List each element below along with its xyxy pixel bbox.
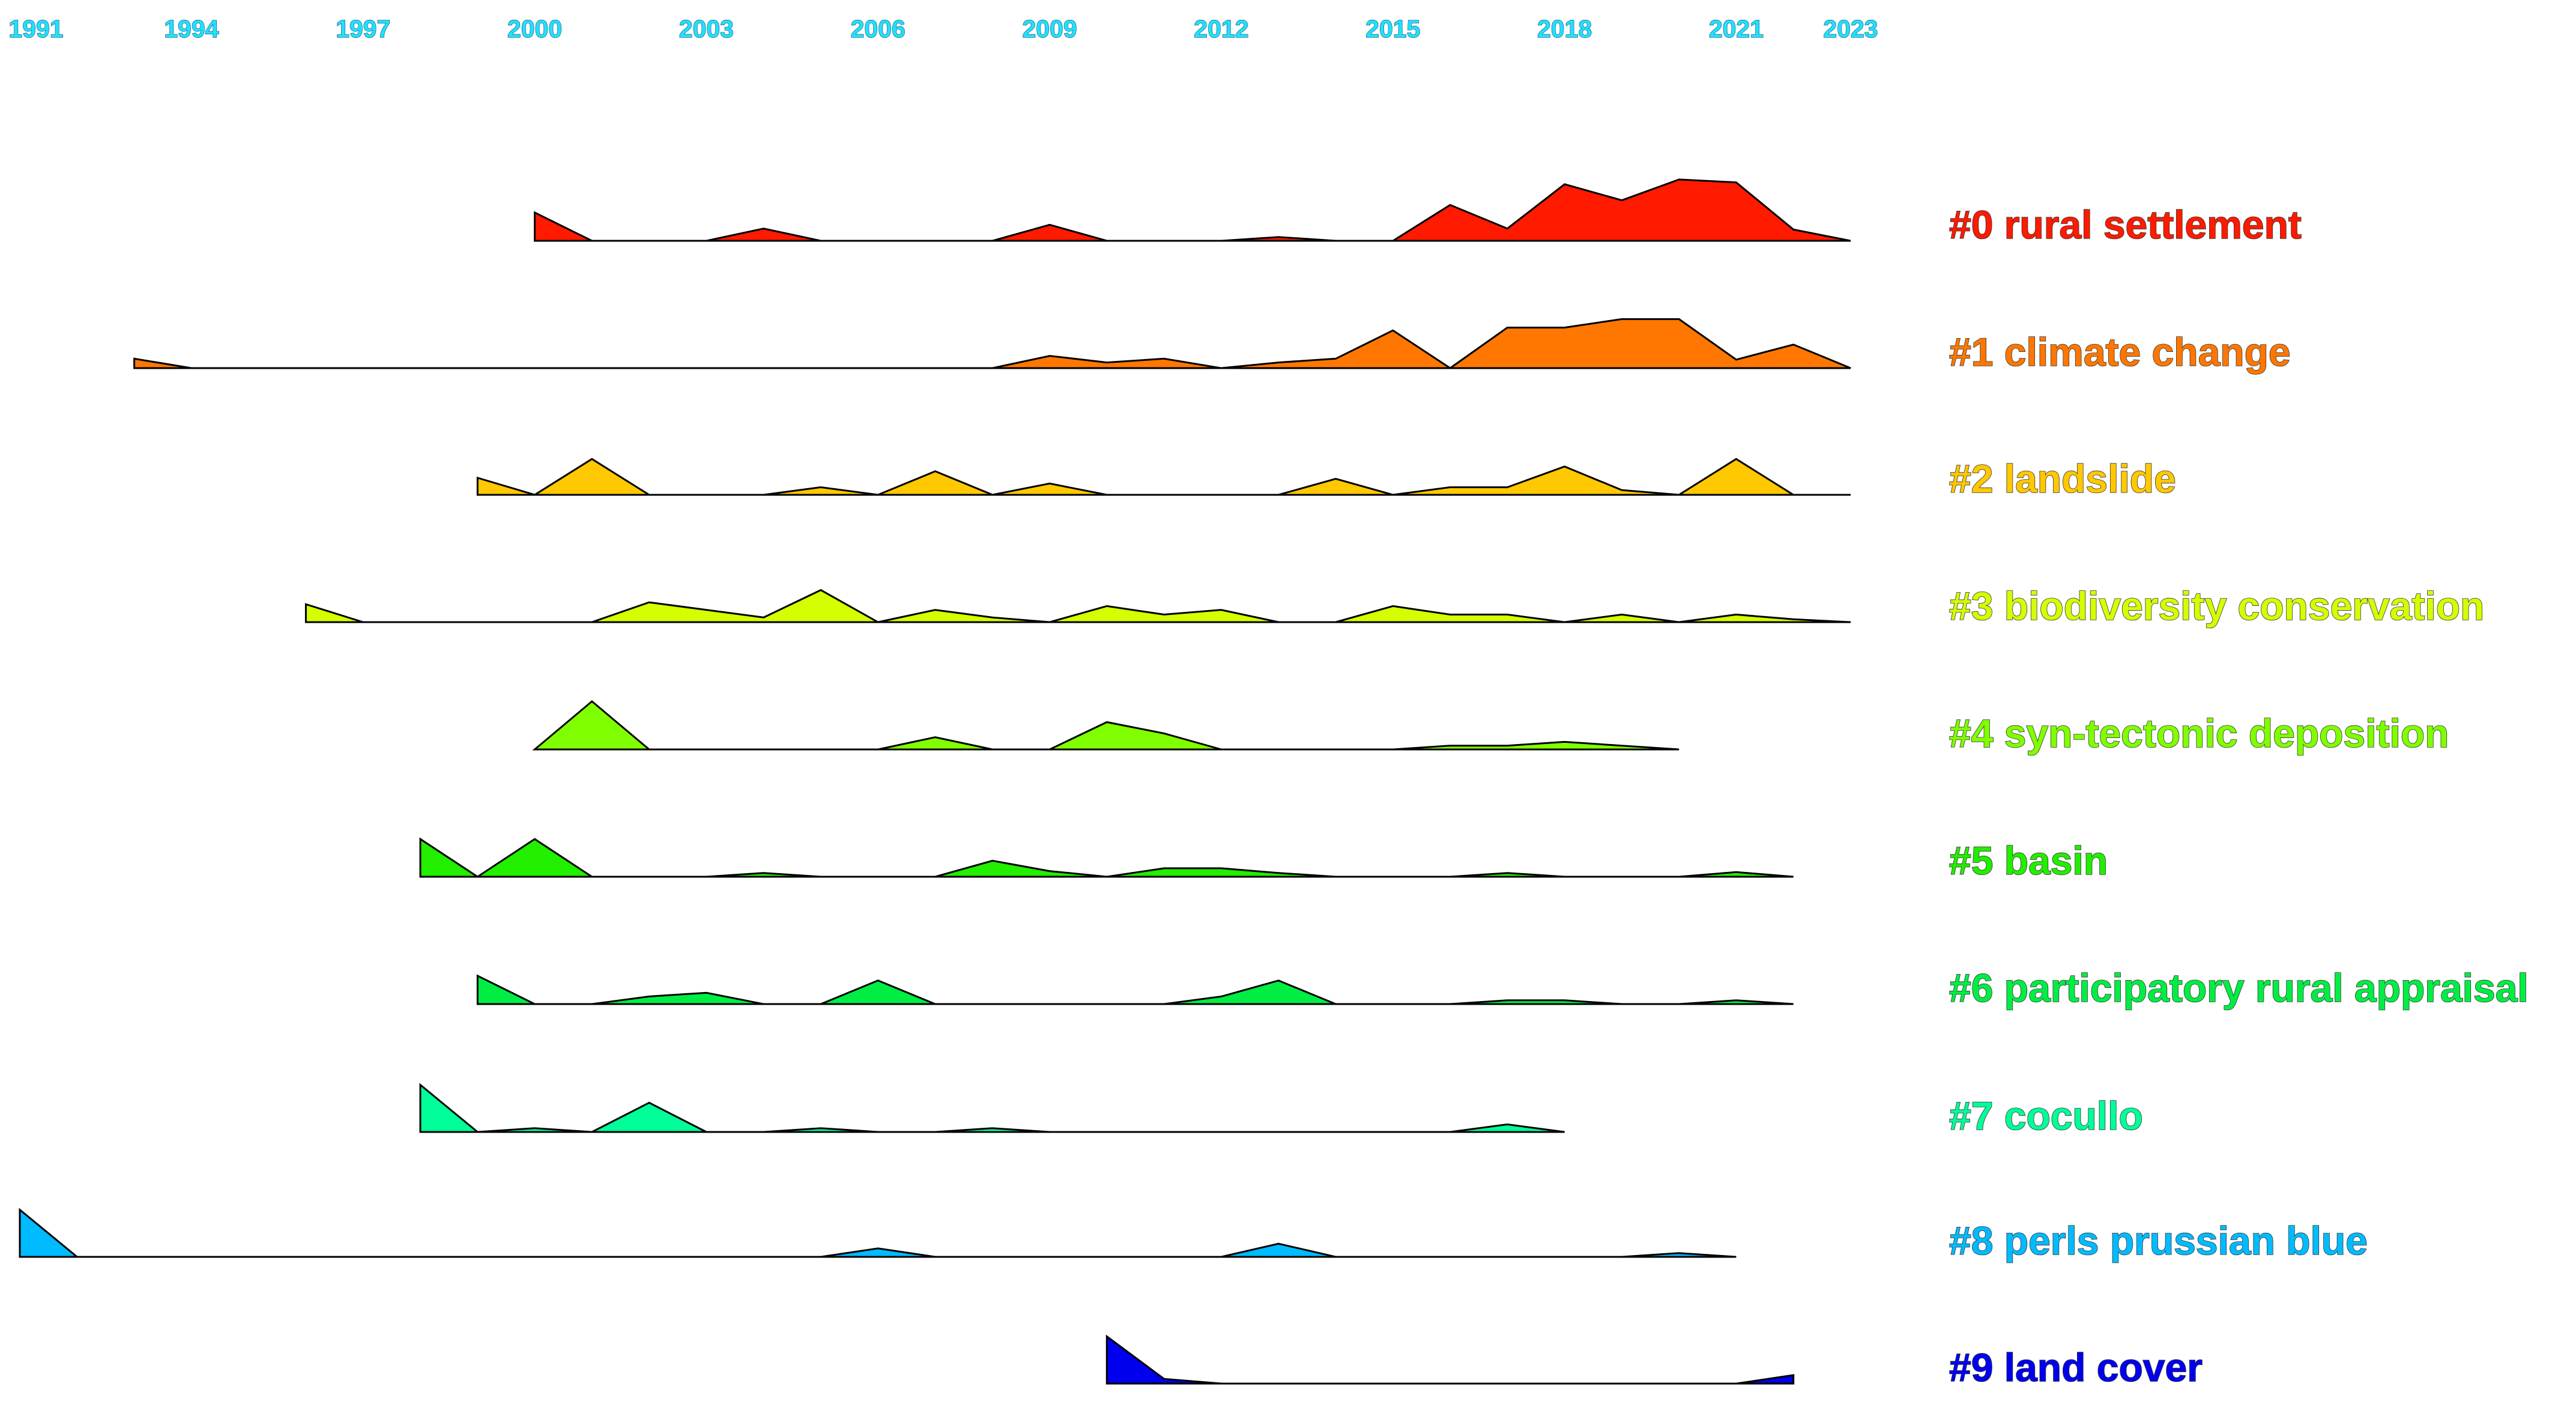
cluster-labels: #0 rural settlement #1 climate change #2 l… [1949, 202, 2529, 1390]
cluster-label-6-participatory-rural-appraisal: #6 participatory rural appraisal [1949, 966, 2529, 1010]
cluster-label-1-climate-change: #1 climate change [1949, 330, 2291, 374]
cluster-label-2-landslide: #2 landslide [1949, 456, 2176, 501]
series-area-4-syn-tectonic-deposition [532, 700, 1680, 751]
x-tick-label-1991: 1991 [8, 15, 63, 43]
series-area-1-climate-change [133, 318, 1851, 369]
x-tick-label-2015: 2015 [1365, 15, 1420, 43]
cluster-label-4-syn-tectonic-deposition: #4 syn-tectonic deposition [1949, 711, 2449, 755]
cluster-label-9-land-cover: #9 land cover [1949, 1345, 2203, 1390]
time-axis: 1991 1994 1997 2000 2003 2006 2009 2012 2015 2018… [8, 14, 1878, 43]
series-area-8-perls-prussian-blue [19, 1208, 1737, 1258]
x-tick-label-2006: 2006 [851, 15, 906, 43]
x-tick-label-1994: 1994 [164, 15, 219, 43]
x-tick-label-2018: 2018 [1537, 15, 1592, 43]
x-tick-label-2012: 2012 [1194, 15, 1248, 43]
series-area-7-cocullo [419, 1083, 1565, 1133]
cluster-label-3-biodiversity-conservation: #3 biodiversity conservation [1949, 584, 2484, 628]
cluster-label-5-basin: #5 basin [1949, 838, 2108, 883]
x-tick-label-2003: 2003 [679, 15, 734, 43]
x-tick-label-1997: 1997 [336, 15, 390, 43]
x-tick-label-2021: 2021 [1709, 15, 1764, 43]
cluster-label-8-perls-prussian-blue: #8 perls prussian blue [1949, 1218, 2368, 1263]
series-area-0-rural-settlement [534, 178, 1851, 242]
series-area-2-landslide [476, 458, 1851, 496]
x-tick-label-2023: 2023 [1823, 15, 1878, 43]
series-area-9-land-cover [1105, 1334, 1795, 1385]
series-area-6-participatory-rural-appraisal [476, 974, 1794, 1005]
x-tick-label-2000: 2000 [507, 15, 562, 43]
x-tick-label-2009: 2009 [1022, 15, 1077, 43]
series-area-3-biodiversity-conservation [304, 589, 1851, 623]
cluster-label-0-rural-settlement: #0 rural settlement [1949, 202, 2302, 247]
cluster-label-7-cocullo: #7 cocullo [1949, 1094, 2143, 1138]
series-area-5-basin [419, 837, 1794, 878]
series-group [19, 178, 1851, 1385]
